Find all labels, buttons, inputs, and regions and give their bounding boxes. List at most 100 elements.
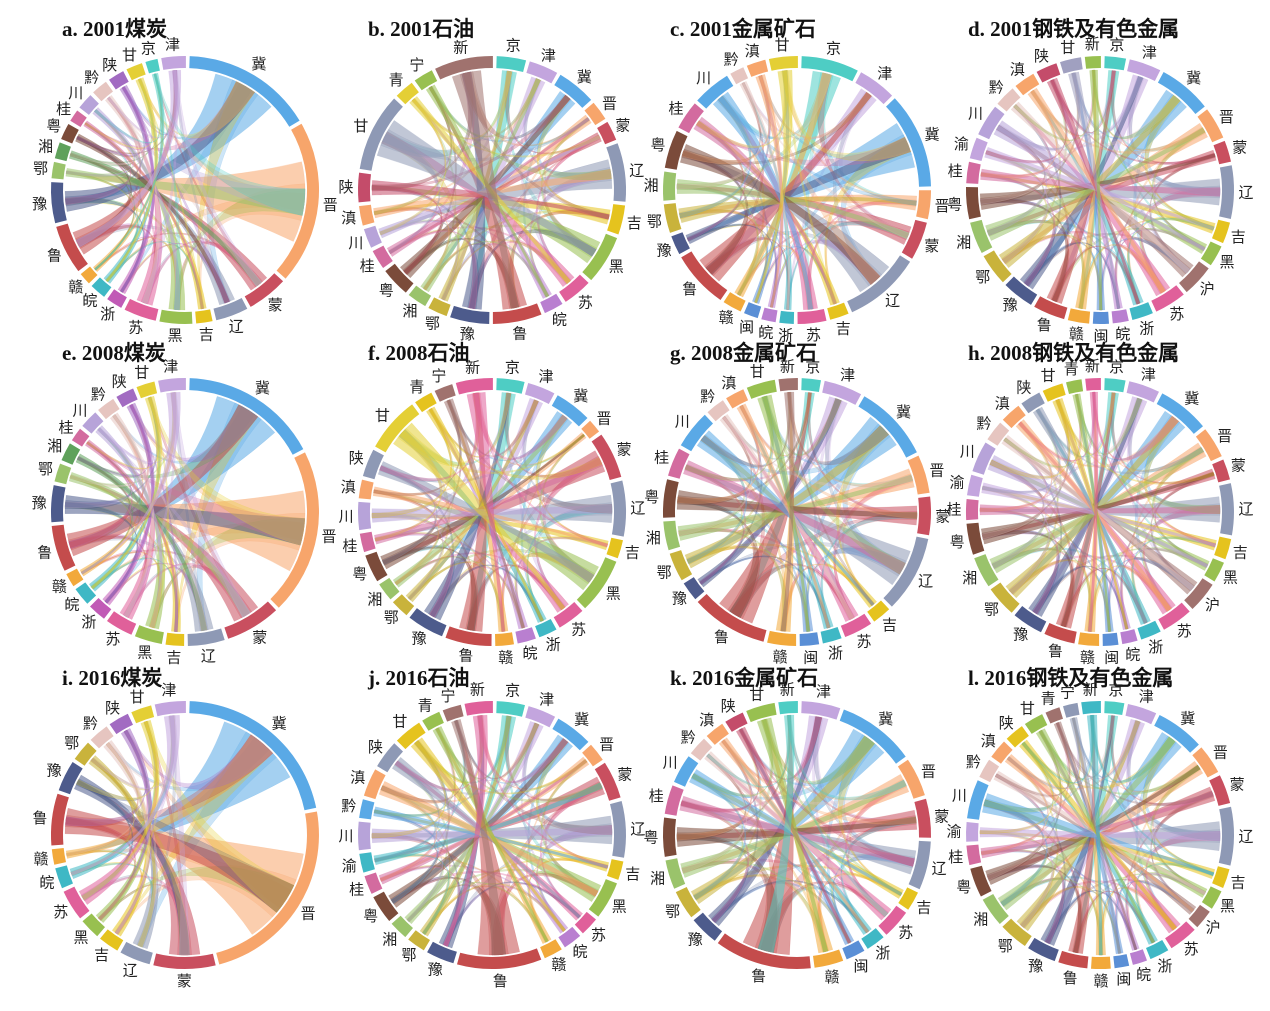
province-label: 黑: [1220, 897, 1235, 915]
chord-ribbon: [979, 437, 1048, 513]
chord-panel-c: c. 2001金属矿石京津冀晋蒙辽吉苏浙皖闽赣 鲁 豫鄂湘 粤 桂川黔滇甘: [644, 17, 950, 345]
province-label: 辽: [630, 820, 645, 838]
chord-arc-蒙: [901, 219, 927, 259]
province-label: 桂: [360, 257, 375, 275]
province-label: 辽: [932, 860, 947, 878]
province-label: 黑: [1223, 569, 1238, 587]
chord-arc-赣: [1091, 956, 1111, 970]
chord-arc-陕: [1036, 63, 1061, 83]
province-label: 沪: [1205, 596, 1220, 614]
chord-arc-黑: [134, 625, 164, 644]
chord-arc-湘: [391, 915, 413, 938]
chord-arc-宁: [434, 384, 456, 402]
chord-arc-滇: [746, 59, 769, 77]
chord-ribbon: [1023, 242, 1103, 311]
chord-arc-津: [1127, 59, 1161, 81]
province-label: 渝: [342, 857, 357, 875]
province-label: 皖: [758, 324, 773, 342]
chord-ribbon: [680, 779, 907, 878]
province-label: 晋: [599, 736, 614, 754]
province-label: 渝: [946, 823, 961, 841]
chord-arc-闽: [1092, 311, 1109, 324]
chord-ribbon: [760, 395, 842, 456]
chord-arc-鄂: [1002, 918, 1032, 946]
province-label: 冀: [896, 403, 911, 421]
chord-arc-蒙: [1209, 775, 1231, 806]
chord-arc-津: [158, 377, 186, 393]
chord-arc-苏: [107, 611, 137, 635]
chord-ribbon: [112, 414, 208, 632]
province-label: 粤: [352, 565, 367, 583]
province-label: 蒙: [617, 441, 632, 459]
chord-ribbon: [75, 69, 182, 248]
province-label: 湘: [382, 930, 397, 948]
province-label: 闽: [739, 318, 754, 336]
chord-ribbon: [122, 86, 230, 304]
chord-arc-沪: [1184, 578, 1213, 609]
chord-arc-黔: [690, 738, 713, 761]
province-label: 冀: [1184, 390, 1199, 408]
chord-arc-晋: [276, 123, 320, 279]
chord-arc-浙: [1129, 302, 1153, 320]
chord-ribbon: [104, 402, 155, 604]
province-label: 黑: [137, 643, 152, 661]
chord-arc-甘: [1060, 57, 1083, 74]
chord-arc-晋: [1192, 747, 1219, 778]
chord-ribbon: [1072, 717, 1221, 842]
province-label: 吉: [94, 946, 109, 964]
chord-ribbon: [90, 757, 159, 950]
province-label: 冀: [272, 714, 287, 732]
chord-ribbon: [757, 394, 811, 632]
province-label: 皖: [552, 311, 567, 329]
chord-arc-辽: [610, 801, 626, 858]
province-label: 鄂: [647, 212, 662, 230]
chord-ribbon: [373, 86, 453, 216]
province-label: 粤: [379, 282, 394, 300]
chord-arc-浙: [107, 289, 127, 308]
province-label: 川: [968, 105, 983, 123]
chord-arc-吉: [1214, 536, 1232, 560]
chord-arc-辽: [1219, 483, 1234, 536]
province-label: 赣: [773, 648, 788, 666]
chord-ribbon: [64, 81, 255, 212]
chord-arc-京: [1104, 56, 1127, 71]
chord-arc-闽: [799, 632, 820, 646]
province-label: 陕: [112, 373, 127, 391]
chord-arc-津: [1126, 381, 1159, 403]
province-label: 陕: [338, 178, 353, 196]
province-label: 鄂: [33, 159, 48, 177]
chord-arc-粤: [662, 479, 679, 518]
chord-arc-鄂: [663, 203, 682, 233]
province-label: 粤: [643, 828, 658, 846]
chord-ribbon: [171, 69, 262, 287]
chord-ribbon: [459, 71, 571, 140]
province-label: 湘: [646, 529, 661, 547]
province-label: 陕: [368, 738, 383, 756]
chord-ribbon: [373, 408, 453, 497]
chord-arc-滇: [991, 741, 1013, 764]
chord-ribbon: [722, 416, 914, 489]
chord-ribbon: [1021, 736, 1176, 789]
chord-arc-京: [496, 378, 525, 394]
chord-arc-甘: [1024, 714, 1048, 734]
chord-arc-蒙: [594, 762, 621, 801]
chord-arc-吉: [100, 929, 124, 951]
chord-arc-鲁: [492, 303, 542, 324]
province-label: 黔: [83, 715, 98, 733]
chord-arc-蒙: [597, 121, 617, 145]
province-label: 京: [505, 358, 520, 376]
chord-arc-辽: [1219, 165, 1234, 219]
chord-arc-沪: [1179, 261, 1209, 293]
province-label: 湘: [962, 569, 977, 587]
chord-arc-闽: [1113, 954, 1130, 969]
province-label: 黔: [681, 729, 696, 747]
province-label: 湘: [402, 302, 417, 320]
chord-arc-桂: [364, 872, 383, 894]
province-label: 鄂: [975, 268, 990, 286]
chord-arc-新: [464, 700, 493, 716]
chord-arc-渝: [967, 474, 983, 497]
province-label: 甘: [749, 686, 764, 704]
chord-arc-晋: [584, 102, 606, 126]
province-label: 冀: [1186, 69, 1201, 87]
panel-title: i. 2016煤炭: [62, 666, 162, 690]
